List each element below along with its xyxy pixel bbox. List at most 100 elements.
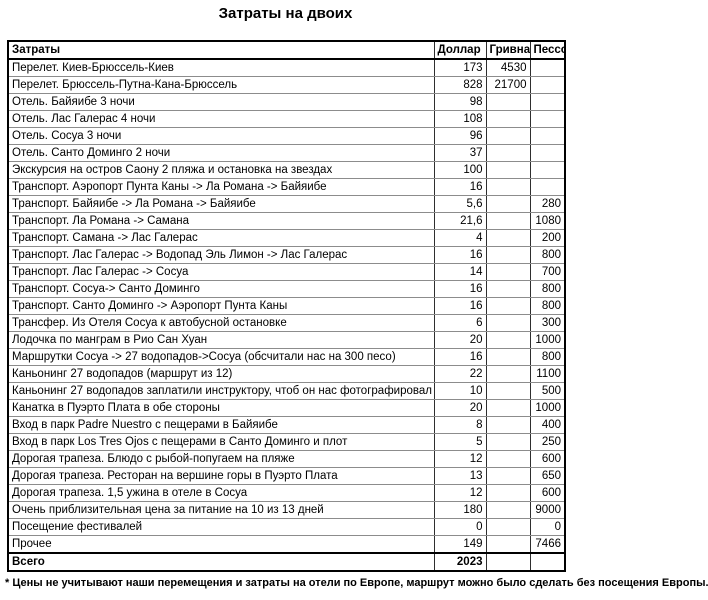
table-row: Канатка в Пуэрто Плата в обе стороны 20 10… [8, 399, 565, 417]
table-row: Транспорт. Байяибе -> Ла Романа -> Байяи… [8, 195, 565, 213]
peso-value-cell: 300 [530, 314, 565, 332]
dollar-value-cell: 8 [434, 416, 487, 434]
column-header-dollar: Доллар [434, 41, 487, 60]
expense-label-cell: Вход в парк Padre Nuestro с пещерами в Б… [8, 416, 435, 434]
page-title: Затраты на двоих [218, 5, 353, 22]
dollar-value-cell: 16 [434, 297, 487, 315]
peso-value-cell [530, 76, 565, 94]
column-header-peso: Пессо [530, 41, 565, 60]
peso-value-cell: 1000 [530, 331, 565, 349]
peso-value-cell [530, 161, 565, 179]
header-row: Затраты Доллар Гривна Пессо [8, 41, 565, 60]
table-row: Лодочка по манграм в Рио Сан Хуан 20 1000 [8, 331, 565, 349]
dollar-value-cell: 108 [434, 110, 487, 128]
expense-label-cell: Маршрутки Сосуа -> 27 водопадов->Сосуа (… [8, 348, 435, 366]
peso-value-cell: 800 [530, 280, 565, 298]
peso-value-cell: 1000 [530, 399, 565, 417]
hryvnia-value-cell [486, 297, 531, 315]
total-row: Всего 2023 [8, 552, 565, 571]
peso-value-cell: 280 [530, 195, 565, 213]
hryvnia-value-cell [486, 518, 531, 536]
hryvnia-value-cell [486, 229, 531, 247]
hryvnia-value-cell [486, 348, 531, 366]
expense-rows: Перелет. Киев-Брюссель-Киев 173 4530 Переле… [8, 59, 565, 554]
column-header-expenses: Затраты [8, 41, 435, 60]
dollar-value-cell: 20 [434, 331, 487, 349]
expense-label-cell: Дорогая трапеза. 1,5 ужина в отеле в Сос… [8, 484, 435, 502]
peso-value-cell: 250 [530, 433, 565, 451]
table-row: Каньонинг 27 водопадов (маршрут из 12) 22… [8, 365, 565, 383]
dollar-value-cell: 16 [434, 178, 487, 196]
table-row: Дорогая трапеза. Блюдо с рыбой-попугаем … [8, 450, 565, 468]
hryvnia-value-cell [486, 195, 531, 213]
peso-value-cell: 1100 [530, 365, 565, 383]
table-row: Отель. Байяибе 3 ночи 98 [8, 93, 565, 111]
expense-label-cell: Перелет. Киев-Брюссель-Киев [8, 59, 435, 77]
expense-label-cell: Лодочка по манграм в Рио Сан Хуан [8, 331, 435, 349]
dollar-value-cell: 5,6 [434, 195, 487, 213]
expense-label-cell: Транспорт. Байяибе -> Ла Романа -> Байяи… [8, 195, 435, 213]
expense-label-cell: Транспорт. Ла Романа -> Самана [8, 212, 435, 230]
dollar-value-cell: 14 [434, 263, 487, 281]
hryvnia-value-cell [486, 110, 531, 128]
peso-value-cell [530, 178, 565, 196]
table-row: Маршрутки Сосуа -> 27 водопадов->Сосуа (… [8, 348, 565, 366]
expense-label-cell: Вход в парк Los Tres Ojos с пещерами в С… [8, 433, 435, 451]
peso-value-cell: 0 [530, 518, 565, 536]
expense-label-cell: Транспорт. Аэропорт Пунта Каны -> Ла Ром… [8, 178, 435, 196]
dollar-value-cell: 22 [434, 365, 487, 383]
table-row: Очень приблизительная цена за питание на… [8, 501, 565, 519]
peso-value-cell [530, 93, 565, 111]
hryvnia-value-cell [486, 144, 531, 162]
expense-label-cell: Экскурсия на остров Саону 2 пляжа и оста… [8, 161, 435, 179]
dollar-value-cell: 5 [434, 433, 487, 451]
hryvnia-value-cell [486, 382, 531, 400]
expense-label-cell: Каньонинг 27 водопадов заплатили инструк… [8, 382, 435, 400]
hryvnia-value-cell [486, 501, 531, 519]
table-row: Отель. Сосуа 3 ночи 96 [8, 127, 565, 145]
total-dollar-cell: 2023 [434, 552, 487, 571]
dollar-value-cell: 6 [434, 314, 487, 332]
table-row: Транспорт. Лас Галерас -> Сосуа 14 700 [8, 263, 565, 281]
expense-label-cell: Дорогая трапеза. Блюдо с рыбой-попугаем … [8, 450, 435, 468]
expense-label-cell: Транспорт. Лас Галерас -> Водопад Эль Ли… [8, 246, 435, 264]
peso-value-cell: 9000 [530, 501, 565, 519]
table-row: Каньонинг 27 водопадов заплатили инструк… [8, 382, 565, 400]
table-row: Прочее 149 7466 [8, 535, 565, 554]
expense-label-cell: Очень приблизительная цена за питание на… [8, 501, 435, 519]
dollar-value-cell: 828 [434, 76, 487, 94]
table-row: Транспорт. Сосуа-> Санто Доминго 16 800 [8, 280, 565, 298]
dollar-value-cell: 10 [434, 382, 487, 400]
table-row: Трансфер. Из Отеля Сосуа к автобусной ос… [8, 314, 565, 332]
table-row: Перелет. Брюссель-Путна-Кана-Брюссель 828… [8, 76, 565, 94]
peso-value-cell: 500 [530, 382, 565, 400]
hryvnia-value-cell [486, 93, 531, 111]
table-row: Вход в парк Los Tres Ojos с пещерами в С… [8, 433, 565, 451]
peso-value-cell: 800 [530, 246, 565, 264]
dollar-value-cell: 173 [434, 59, 487, 77]
expense-label-cell: Транспорт. Сосуа-> Санто Доминго [8, 280, 435, 298]
hryvnia-value-cell [486, 161, 531, 179]
expense-label-cell: Транспорт. Лас Галерас -> Сосуа [8, 263, 435, 281]
peso-value-cell: 7466 [530, 535, 565, 554]
peso-value-cell [530, 144, 565, 162]
peso-value-cell [530, 127, 565, 145]
hryvnia-value-cell [486, 246, 531, 264]
peso-value-cell: 800 [530, 297, 565, 315]
table-row: Транспорт. Самана -> Лас Галерас 4 200 [8, 229, 565, 247]
dollar-value-cell: 0 [434, 518, 487, 536]
hryvnia-value-cell [486, 535, 531, 554]
expense-label-cell: Транспорт. Санто Доминго -> Аэропорт Пун… [8, 297, 435, 315]
dollar-value-cell: 96 [434, 127, 487, 145]
expense-label-cell: Канатка в Пуэрто Плата в обе стороны [8, 399, 435, 417]
hryvnia-value-cell [486, 314, 531, 332]
hryvnia-value-cell [486, 450, 531, 468]
table-row: Отель. Лас Галерас 4 ночи 108 [8, 110, 565, 128]
table-row: Экскурсия на остров Саону 2 пляжа и оста… [8, 161, 565, 179]
dollar-value-cell: 16 [434, 246, 487, 264]
dollar-value-cell: 12 [434, 450, 487, 468]
table-row: Посещение фестивалей 0 0 [8, 518, 565, 536]
peso-value-cell [530, 59, 565, 77]
dollar-value-cell: 149 [434, 535, 487, 554]
